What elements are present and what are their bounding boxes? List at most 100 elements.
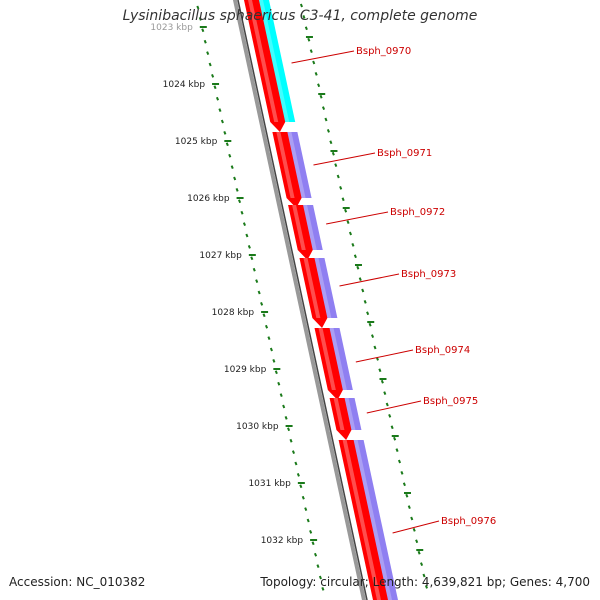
scale-label: 1023 kbp [150,23,193,33]
scale-dot-outer [299,3,303,8]
scale-dot [238,199,242,204]
scale-dot [289,438,293,443]
genome-stats: Topology: circular; Length: 4,639,821 bp… [260,575,590,589]
scale-dot [206,51,210,55]
scale-dot [287,427,291,432]
cds-arrow-highlight [318,328,336,390]
gene-label: Bsph_0976 [441,516,496,527]
map-title: Lysinibacillus sphaericus C3-41, complet… [122,8,478,24]
scale-labels: 1023 kbp 1024 kbp 1025 kbp 1026 kbp 1027 kbp… [150,23,303,546]
scale-dot [296,473,300,477]
scale-dot-outer [395,448,399,452]
length-value: 4,639,821 bp [421,575,502,589]
scale-dot-outer [358,277,362,281]
accession-value: NC_010382 [76,575,146,589]
scale-dot-outer [319,94,323,99]
scale-dot [201,28,205,33]
scale-dot [250,256,254,261]
cds-arrow [243,0,286,132]
scale-dot-outer [344,208,348,213]
gene-label-leader [366,400,422,414]
cds-arrow-highlight [303,258,321,318]
scale-dot-outer [317,83,321,88]
scale-dot [228,153,232,158]
length-label: Length: [372,575,419,589]
scale-dot [257,290,261,295]
backbone-line [232,0,367,600]
scale-dot-outer [378,368,382,373]
scale-label: 1026 kbp [187,194,230,204]
scale-dot [267,336,271,340]
scale-dot-outer [348,231,353,236]
scale-dot-outer [385,402,389,407]
scale-dot-outer [331,151,335,156]
scale-dot-outer [314,72,318,76]
gene-band-highlight [302,205,317,250]
cds-arrow-highlight [292,205,306,250]
scale-dot-outer [321,106,326,110]
cds-arrow-highlight [333,398,345,430]
gene-band-highlight [313,258,332,318]
accession-info: Accession: NC_010382 [9,575,145,589]
scale-dot-outer [405,493,409,498]
scale-dot-outer [407,505,411,509]
gene-band-highlight [328,328,347,390]
scale-dot [233,176,237,181]
scale-dot [225,142,229,147]
gene-band-highlight [343,398,356,430]
gene-label-leader [313,152,376,166]
scale-dot-outer [390,425,394,430]
scale-dot [245,233,249,238]
cds-arrow-highlight [247,0,279,122]
scale-dot [309,530,313,534]
scale-dot [306,518,310,523]
scale-dot [220,119,224,124]
gene-label: Bsph_0970 [356,46,411,57]
gene-label-leader [291,50,355,64]
scale-dot [247,245,251,249]
scale-dot-outer [334,163,338,167]
scale-dot-outer [412,528,416,532]
scale-dot [196,5,200,10]
scale-dot-outer [356,265,360,270]
scale-label: 1030 kbp [236,422,279,432]
scale-ticks-inner [196,5,325,591]
scale-dot-outer [307,37,311,42]
scale-dot [299,484,303,489]
scale-ticks-outer [299,3,428,589]
scale-dot [223,131,227,135]
scale-dot [252,267,256,272]
scale-dot [213,85,217,90]
scale-dot-outer [326,129,330,133]
cds-arrow [299,258,328,328]
scale-dot-outer [363,300,367,304]
gene-labels: Bsph_0970 Bsph_0971 Bsph_0972 Bsph_0973 Bsph… [291,46,496,534]
gene-label-leader [355,349,414,363]
scale-dot-outer [422,573,426,578]
scale-label: 1029 kbp [224,365,267,375]
gene-label-leader [326,211,389,225]
scale-dot [318,575,322,580]
scale-dot [235,188,239,192]
scale-dot [218,108,222,112]
scale-dot-outer [380,379,384,384]
scale-dot-outer [402,482,406,487]
scale-dot [260,302,264,306]
cds-track-inner [243,0,388,600]
gene-label: Bsph_0973 [401,269,456,280]
scale-dot [294,461,298,466]
scale-dot [277,381,281,386]
scale-dot-outer [371,334,375,338]
scale-label: 1027 kbp [199,251,242,261]
scale-label: 1024 kbp [163,80,206,90]
gene-label: Bsph_0971 [377,148,432,159]
genes-label: Genes: [509,575,552,589]
scale-dot [240,210,244,215]
scale-dot-outer [397,459,402,464]
scale-dot [321,587,325,591]
scale-dot [282,404,286,409]
scale-dot [272,359,276,363]
scale-dot [264,324,269,329]
gene-band-highlight [352,440,392,600]
